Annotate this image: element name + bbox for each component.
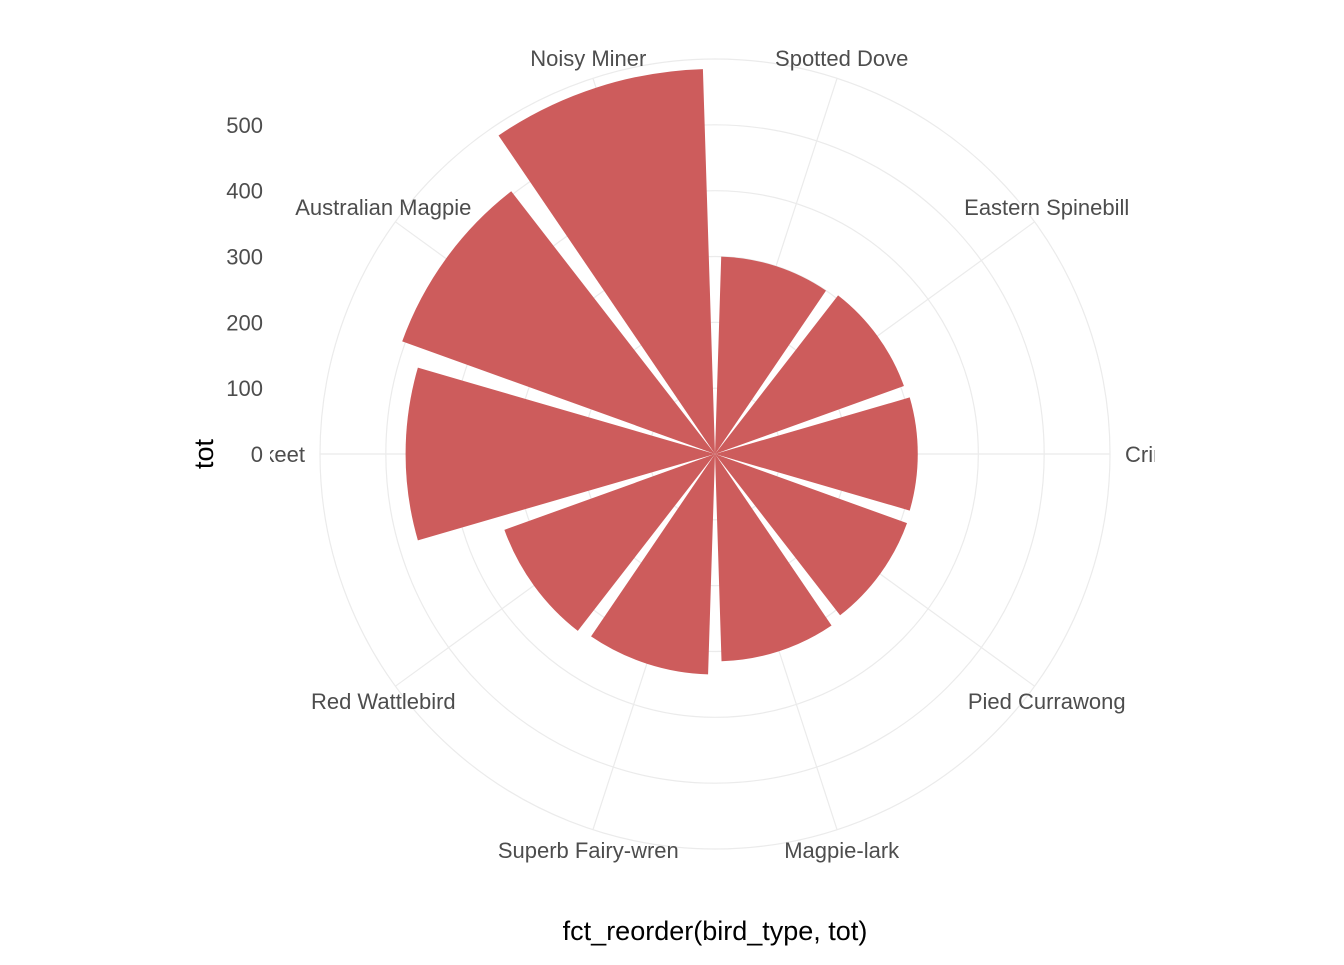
y-tick-labels: 0 100 200 300 400 500 bbox=[226, 113, 263, 467]
bar-rainbow-lorikeet bbox=[405, 367, 715, 541]
x-axis-title: fct_reorder(bird_type, tot) bbox=[563, 916, 868, 946]
y-tick-label: 100 bbox=[226, 376, 263, 401]
bar-magpie-lark bbox=[715, 454, 832, 662]
category-label: Noisy Miner bbox=[530, 46, 646, 71]
bar-eastern-spinebill bbox=[715, 295, 904, 454]
bar-superb-fairy-wren bbox=[591, 454, 715, 675]
category-label: Superb Fairy-wren bbox=[498, 838, 679, 863]
bar-australian-magpie bbox=[402, 191, 715, 454]
category-label: Eastern Spinebill bbox=[964, 195, 1129, 220]
category-label: Red Wattlebird bbox=[311, 689, 456, 714]
bar-spotted-dove bbox=[715, 256, 827, 454]
bar-pied-currawong bbox=[715, 454, 908, 616]
category-label: Crimson Ros bbox=[1125, 442, 1252, 467]
y-axis-title: tot bbox=[189, 438, 219, 469]
bars bbox=[402, 69, 918, 675]
y-tick-label: 500 bbox=[226, 113, 263, 138]
y-tick-label: 0 bbox=[251, 442, 263, 467]
y-tick-label: 400 bbox=[226, 179, 263, 204]
category-labels: Spotted Dove Eastern Spinebill Crimson Ros… bbox=[174, 46, 1252, 863]
category-label: Magpie-lark bbox=[784, 838, 900, 863]
category-label: Pied Currawong bbox=[968, 689, 1126, 714]
bar-red-wattlebird bbox=[504, 454, 715, 631]
y-tick-label: 300 bbox=[226, 245, 263, 270]
category-label: Australian Magpie bbox=[295, 195, 471, 220]
category-label: Spotted Dove bbox=[775, 46, 908, 71]
bar-noisy-miner bbox=[498, 69, 715, 454]
y-tick-label: 200 bbox=[226, 310, 263, 335]
bar-crimson-rosella bbox=[715, 397, 918, 511]
category-label: ıbow Lorikeet bbox=[174, 442, 305, 467]
